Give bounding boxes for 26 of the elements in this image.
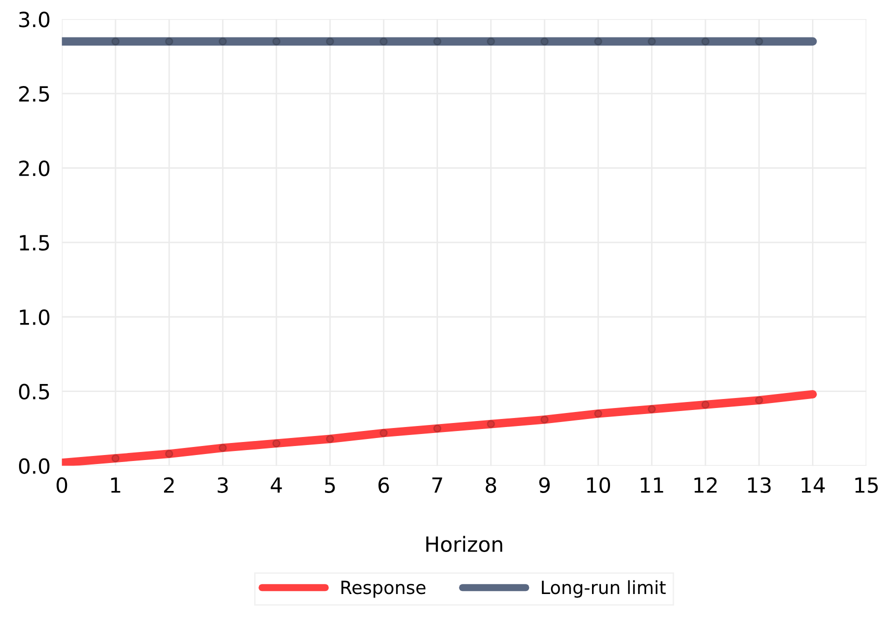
y-tick-label: 2.5 [19, 86, 49, 102]
x-tick-label: 14 [802, 477, 825, 493]
x-tick-label: 9 [539, 477, 550, 493]
y-tick-label: 0.0 [19, 458, 50, 474]
y-tick-label: 1.5 [20, 235, 49, 251]
y-tick-label: 3.0 [19, 12, 50, 28]
y-tick-label: 0.5 [19, 384, 49, 400]
x-tick-label: 1 [111, 477, 120, 493]
x-tick-label: 2 [164, 477, 174, 493]
x-tick-label: 15 [855, 477, 878, 493]
x-tick-label: 6 [378, 477, 389, 493]
x-tick-label: 12 [694, 477, 717, 493]
x-tick-label: 11 [640, 477, 664, 493]
y-tick-label: 2.0 [19, 160, 50, 176]
x-tick-label: 4 [270, 477, 282, 493]
legend-label: Long-run limit [542, 580, 666, 598]
legend-label: Response [341, 580, 426, 598]
x-tick-label: 13 [748, 477, 771, 493]
x-tick-label: 5 [325, 477, 335, 493]
x-tick-label: 8 [486, 477, 496, 493]
y-tick-label: 1.0 [20, 309, 50, 326]
x-axis-title: Horizon [426, 536, 502, 552]
x-tick-label: 10 [587, 477, 610, 493]
x-tick-label: 0 [56, 477, 68, 493]
x-tick-label: 3 [218, 477, 228, 493]
x-tick-label: 7 [432, 477, 442, 493]
